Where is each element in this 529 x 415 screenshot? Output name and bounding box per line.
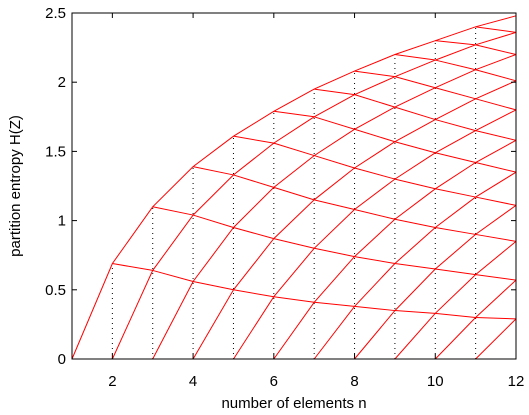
- mesh-link-line: [475, 233, 517, 242]
- y-tick-label: 2.5: [45, 5, 66, 22]
- mesh-link-line: [475, 274, 517, 281]
- mesh-link-line: [112, 263, 153, 271]
- mesh-link-line: [435, 312, 476, 318]
- mesh-link-line: [394, 310, 436, 314]
- mesh-link-line: [394, 76, 436, 89]
- x-tick-label: 6: [270, 373, 278, 390]
- x-tick-label: 2: [108, 373, 116, 390]
- mesh-link-line: [233, 174, 274, 188]
- mesh-link-line: [233, 135, 274, 144]
- mesh-link-line: [273, 296, 315, 303]
- x-tick-label: 10: [427, 373, 444, 390]
- series-line: [233, 109, 517, 360]
- mesh-link-line: [475, 196, 517, 206]
- mesh-link-line: [354, 128, 396, 143]
- series-line: [394, 241, 517, 360]
- y-axis-ticks: 0 0.5 1 1.5 2 2.5: [45, 5, 516, 368]
- mesh-link-line: [394, 263, 436, 270]
- y-tick-label: 0: [58, 351, 66, 368]
- mesh-link-line: [192, 214, 234, 228]
- mesh-link-line: [314, 247, 355, 258]
- x-axis-label: number of elements n: [221, 395, 366, 412]
- mesh-link-line: [475, 44, 517, 56]
- mesh-link-line: [314, 116, 355, 130]
- mesh-link-line: [354, 305, 395, 312]
- mesh-link-line: [273, 186, 315, 201]
- mesh-link-line: [475, 69, 517, 82]
- mesh-link-line: [152, 206, 194, 216]
- mesh-link-line: [314, 88, 355, 96]
- series-line: [475, 318, 517, 360]
- mesh-link-line: [354, 256, 395, 264]
- x-tick-label: 12: [508, 373, 525, 390]
- series-line: [313, 171, 517, 360]
- mesh-link-line: [192, 281, 234, 291]
- x-tick-label: 8: [350, 373, 358, 390]
- series-line: [434, 279, 517, 360]
- mesh-link-line: [273, 110, 315, 118]
- y-tick-label: 1: [58, 213, 66, 230]
- mesh-link-line: [233, 289, 274, 298]
- mesh-link-line: [354, 70, 395, 78]
- series-line: [111, 31, 517, 360]
- plot-area-frame: [71, 12, 517, 360]
- y-tick-label: 1.5: [45, 143, 66, 160]
- mesh-link-line: [394, 54, 436, 61]
- x-tick-label: 4: [189, 373, 197, 390]
- mesh-link-line: [435, 152, 476, 163]
- y-tick-label: 0.5: [45, 282, 66, 299]
- y-tick-label: 2: [58, 74, 66, 91]
- mesh-link-line: [314, 199, 355, 211]
- mesh-link-line: [394, 218, 436, 229]
- mesh-link-line: [233, 227, 274, 240]
- mesh-link-line: [192, 166, 234, 176]
- mesh-link-line: [475, 130, 517, 141]
- mesh-link-line: [435, 188, 476, 198]
- series-lines: [71, 15, 517, 360]
- mesh-link-line: [475, 26, 517, 33]
- y-axis-label: partition entropy H(Z): [7, 115, 24, 257]
- mesh-link-line: [394, 178, 436, 190]
- series-line: [71, 15, 517, 360]
- mesh-link-line: [152, 269, 194, 282]
- mesh-link-line: [475, 316, 517, 320]
- mesh-link-line: [475, 161, 517, 173]
- dotted-guides: [111, 15, 517, 359]
- mesh-link-line: [435, 40, 476, 46]
- mesh-link-line: [354, 167, 396, 180]
- mesh-link-line: [394, 141, 436, 154]
- mesh-link-line: [435, 268, 476, 276]
- mesh-link-line: [273, 142, 315, 157]
- mesh-link-line: [314, 155, 355, 169]
- mesh-link-line: [435, 119, 476, 132]
- mesh-link-line: [435, 59, 476, 71]
- mesh-link-line: [273, 238, 315, 249]
- x-axis-ticks: 2 4 6 8 10 12: [108, 13, 524, 390]
- mesh-link-line: [314, 301, 355, 307]
- mesh-link-line: [394, 106, 436, 121]
- series-line: [152, 54, 517, 360]
- mesh-link-line: [354, 209, 396, 220]
- mesh-link-line: [354, 94, 396, 108]
- mesh-link-line: [435, 227, 476, 235]
- mesh-link-line: [475, 98, 517, 111]
- mesh-link-line: [435, 87, 476, 100]
